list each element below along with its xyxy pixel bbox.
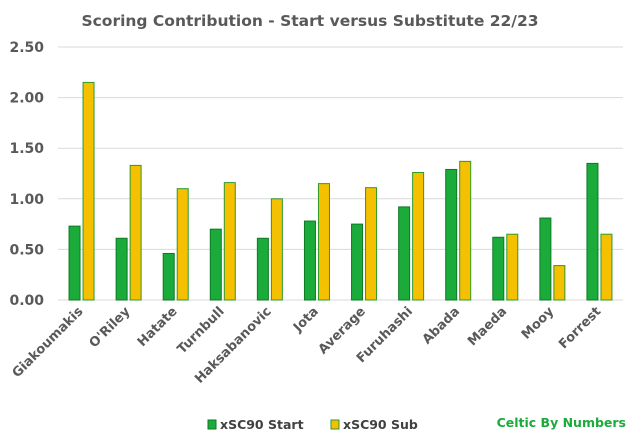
x-tick-label: Abada [420,304,463,347]
legend-swatch [330,419,340,430]
credit-text: Celtic By Numbers [497,415,626,430]
bar-sub [270,198,283,301]
legend-label: xSC90 Sub [343,417,418,432]
bar-start [586,162,599,301]
bar-start [351,223,364,301]
bar-start [398,206,411,301]
bar-start [68,225,81,301]
bar-start [115,237,128,301]
bar-sub [317,183,330,301]
bar-start [162,252,175,301]
bar-sub [176,188,189,301]
bar-sub [223,182,236,301]
y-tick-label: 1.00 [9,192,44,208]
y-tick-label: 2.50 [9,40,44,56]
y-tick-label: 2.00 [9,91,44,107]
gridlines [58,46,623,301]
chart-title: Scoring Contribution - Start versus Subs… [81,12,538,30]
y-axis: 0.00 0.50 1.00 1.50 2.00 2.50 [9,40,44,309]
bar-sub [365,187,378,301]
x-tick-label: Giakoumakis [10,304,87,381]
bar-start [209,228,222,301]
y-tick-label: 0.50 [9,242,44,258]
y-tick-label: 1.50 [9,141,44,157]
x-tick-label: Hatate [135,304,181,350]
bar-sub [82,81,95,301]
x-tick-label: Jota [290,304,322,336]
bar-start [303,220,316,301]
bar-start [492,236,505,301]
y-tick-label: 0.00 [9,293,44,309]
legend-label: xSC90 Start [220,417,304,432]
bar-sub [506,233,519,301]
legend-swatch [207,419,217,430]
bar-start [539,217,552,301]
bars [68,81,613,301]
x-tick-label: Forrest [556,304,604,352]
bar-start [256,237,269,301]
x-tick-label: Mooy [519,304,558,343]
bar-sub [129,164,142,301]
x-axis: Giakoumakis O'Riley HatateTurnbullHaksaban… [10,304,605,387]
bar-sub [412,171,425,301]
bar-sub [459,160,472,301]
x-tick-label: O'Riley [87,304,134,351]
x-tick-label: Maeda [465,304,510,349]
bar-start [445,168,458,301]
bar-sub [553,265,566,301]
legend: xSC90 Start xSC90 Sub [207,417,418,432]
bar-sub [600,233,613,301]
